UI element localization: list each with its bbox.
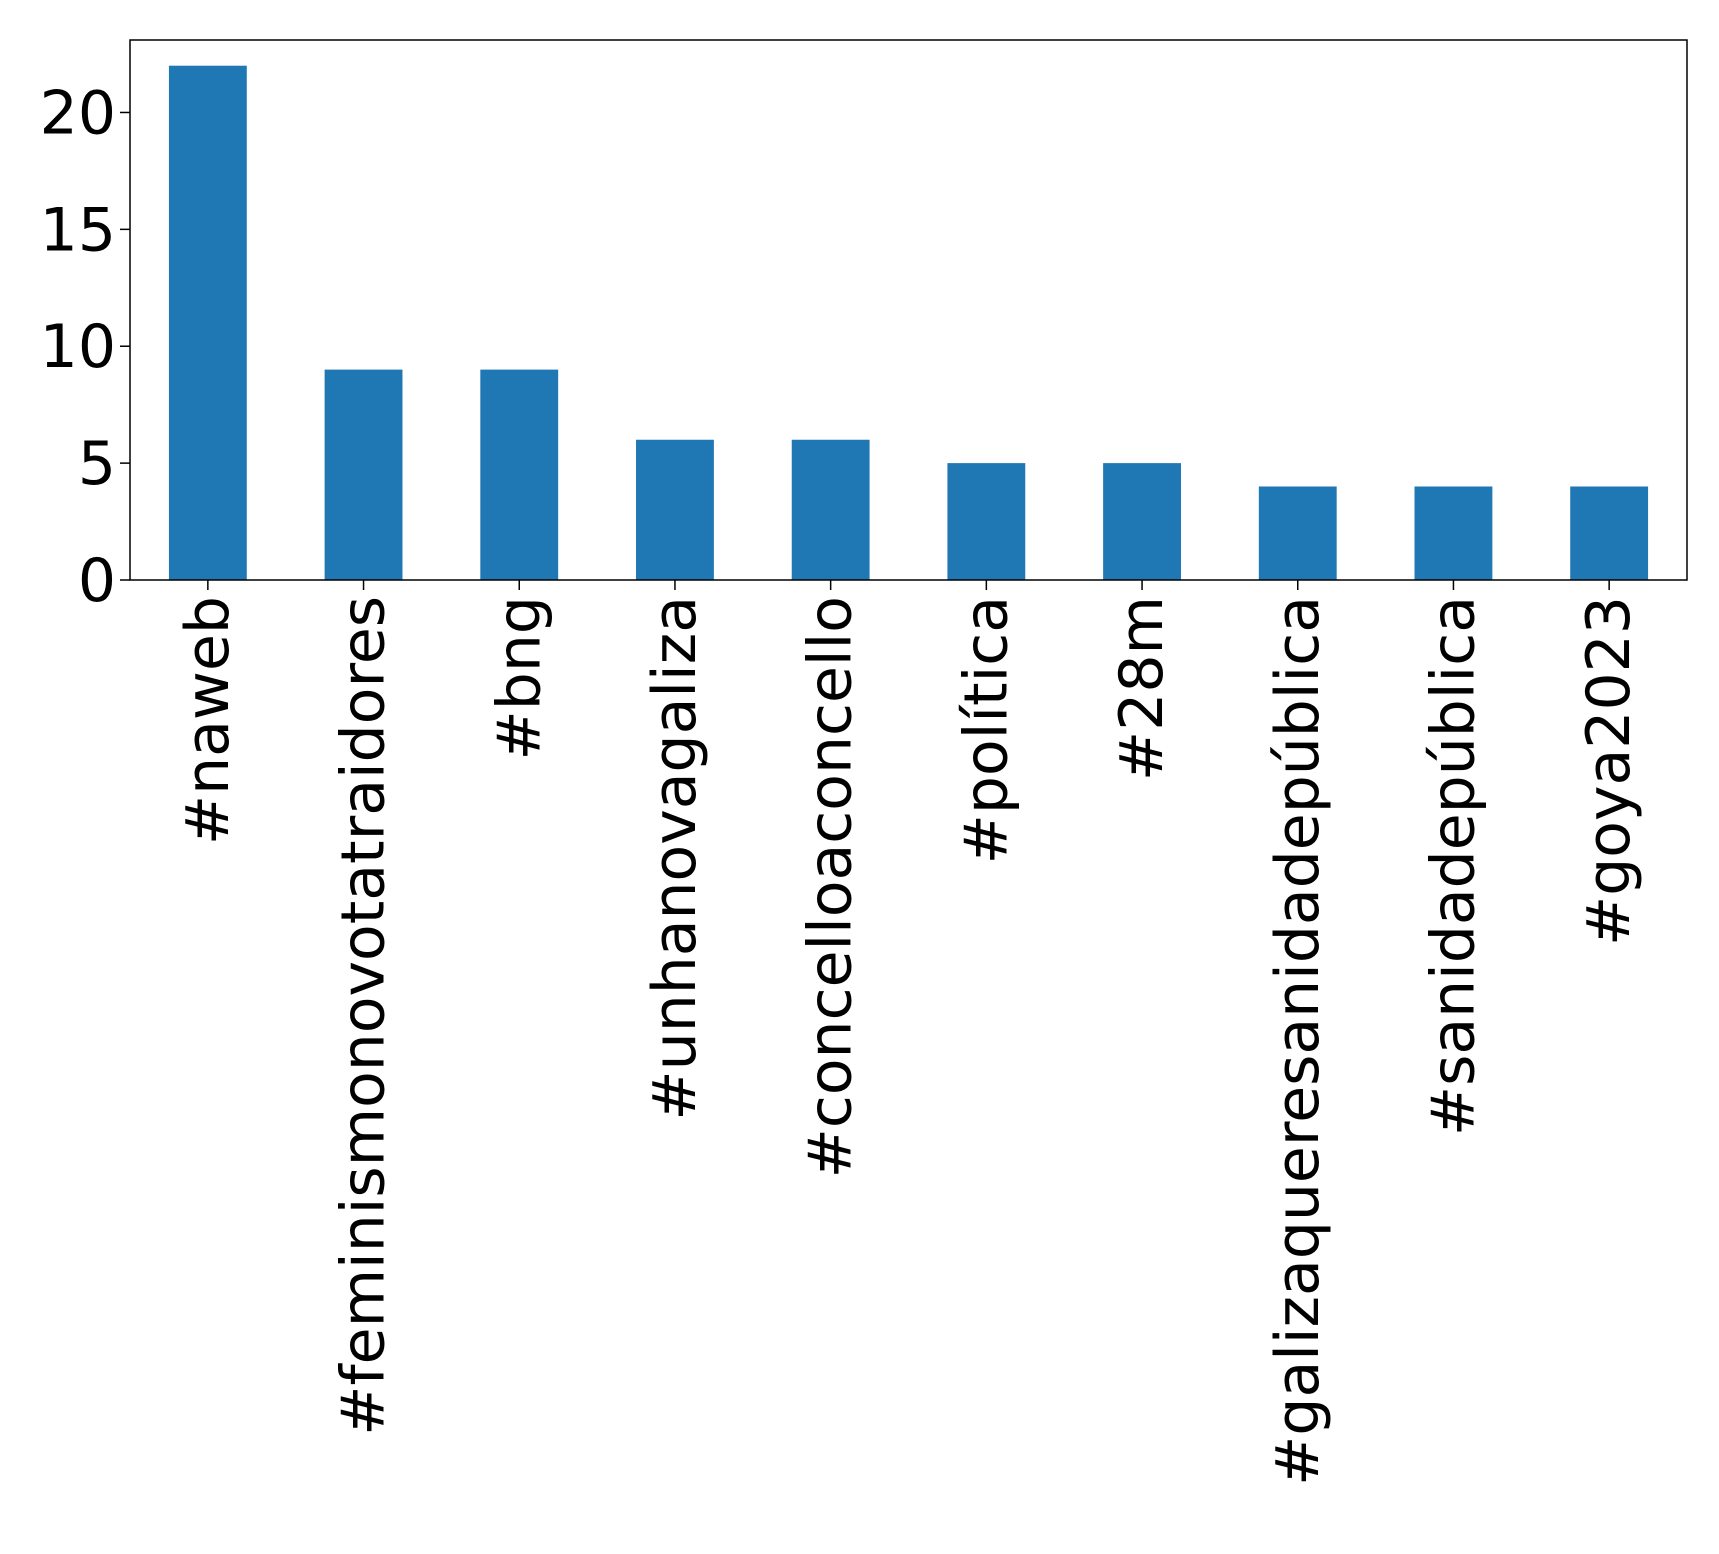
bar-2 [480,369,559,580]
x-tick-label-5: #política [951,596,1021,864]
x-tick-label-2: #bng [484,596,554,760]
y-tick-label-0: 0 [78,546,116,616]
x-tick-label-9: #goya2023 [1574,596,1644,946]
y-tick-label-2: 10 [40,312,116,382]
bar-0 [168,65,247,580]
plot-frame [129,39,1688,581]
x-tick-label-6: #28m [1107,596,1177,781]
x-tick-label-4: #concelloaconcello [796,596,866,1178]
x-tick-label-3: #unhanovagaliza [640,596,710,1121]
x-tick-label-8: #sanidadepública [1418,596,1488,1136]
y-tick-label-4: 20 [40,78,116,148]
bar-8 [1414,486,1493,580]
x-axis: #naweb #feminismonovotatraidores #bng #unha… [173,580,1644,1486]
y-axis: 0 5 10 15 20 [40,78,130,616]
bar-1 [324,369,403,580]
bars-group [168,65,1649,580]
bar-7 [1258,486,1337,580]
bar-6 [1103,463,1181,580]
y-tick-label-3: 15 [40,195,116,265]
x-tick-label-1: #feminismonovotatraidores [329,596,399,1436]
x-tick-label-0: #naweb [173,596,243,845]
x-tick-label-7: #galizaqueresanidadepública [1263,596,1333,1486]
bar-4 [791,439,870,580]
y-tick-label-1: 5 [78,429,116,499]
bar-5 [947,463,1026,580]
bar-9 [1570,486,1649,580]
bar-3 [636,439,714,580]
